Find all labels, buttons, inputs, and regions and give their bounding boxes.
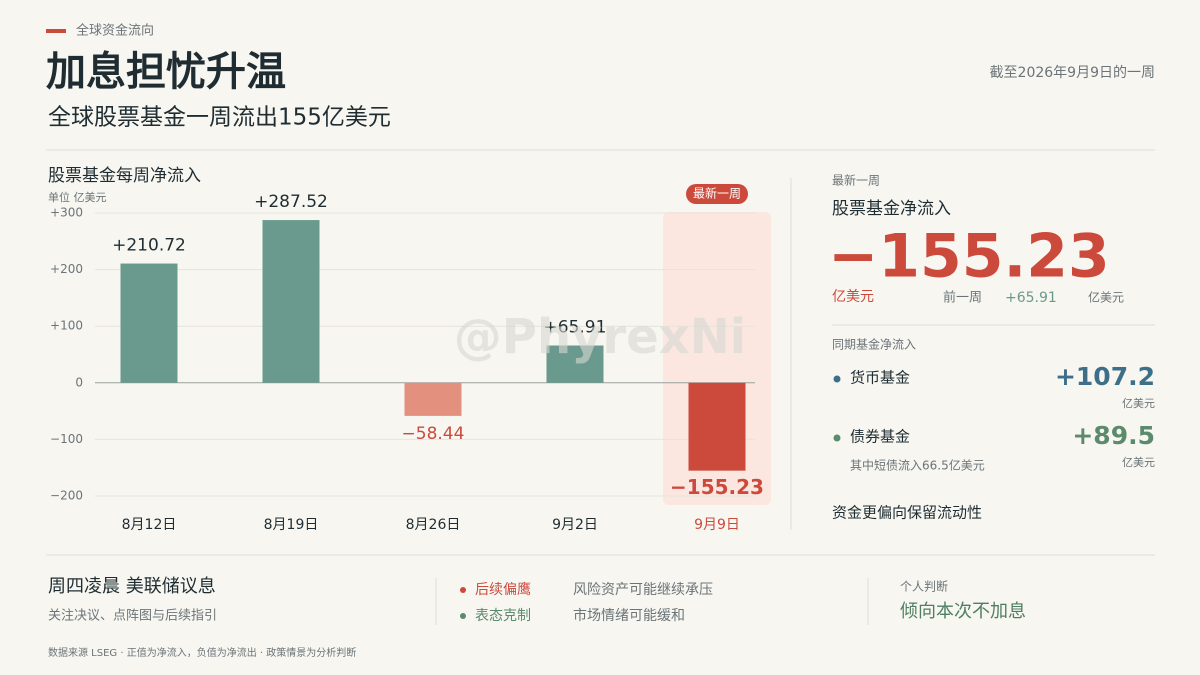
- x-tick-label: 8月26日: [406, 517, 461, 533]
- value-label: −58.44: [402, 424, 465, 444]
- scenario-text: 市场情绪可能缓和: [573, 607, 685, 624]
- judge-label: 个人判断: [900, 579, 948, 594]
- bar: [688, 382, 746, 471]
- x-tick-label: 8月12日: [122, 517, 177, 533]
- prev-label: 前一周: [943, 290, 982, 306]
- scenario-tag: 表态克制: [475, 608, 531, 624]
- panel-title: 股票基金净流入: [832, 199, 951, 219]
- y-tick-label: −100: [50, 432, 83, 446]
- bond-note: 其中短债流入66.5亿美元: [850, 458, 985, 473]
- conclusion: 资金更偏向保留流动性: [832, 504, 982, 522]
- chart: 最新一周 −200 −100 0 +100 +200 +300 8月12日 +210.72 8月1…: [50, 184, 771, 533]
- dot: [833, 434, 841, 442]
- y-tick-label: 0: [75, 375, 83, 389]
- source: 数据来源 LSEG · 正值为净流入，负值为净流出 · 政策情景为分析判断: [48, 646, 356, 659]
- money-value: +107.2: [1055, 362, 1155, 391]
- y-tick-label: +300: [50, 206, 83, 220]
- y-tick-label: +200: [50, 262, 83, 276]
- scenario-tag: 后续偏鹰: [475, 581, 531, 598]
- prev-value: +65.91: [1005, 290, 1057, 306]
- chart-title: 股票基金每周净流入: [48, 166, 201, 186]
- bond-value: +89.5: [1072, 421, 1155, 450]
- value-label: −155.23: [670, 475, 764, 499]
- bond-name: 债券基金: [850, 428, 910, 446]
- big-number: −155.23: [828, 222, 1110, 292]
- x-tick-label: 8月19日: [264, 517, 319, 533]
- title: 加息担忧升温: [46, 49, 286, 95]
- dot: [833, 375, 841, 383]
- y-tick-label: −200: [50, 489, 83, 503]
- bond-unit: 亿美元: [1122, 456, 1155, 469]
- dot: [460, 587, 466, 593]
- panel-kicker: 最新一周: [832, 173, 880, 188]
- value-label: +65.91: [544, 317, 607, 337]
- y-tick-label: +100: [50, 319, 83, 333]
- kicker: 全球资金流向: [76, 23, 154, 39]
- money-unit: 亿美元: [1122, 397, 1155, 410]
- bar: [262, 220, 320, 383]
- dot: [460, 613, 466, 619]
- kicker-dash: [46, 29, 66, 33]
- highlight-tag: 最新一周: [693, 186, 741, 201]
- highlight-tag-bg: [686, 184, 748, 204]
- prev-unit: 亿美元: [1088, 290, 1124, 305]
- peer-title: 同期基金净流入: [832, 337, 916, 352]
- scenario-text: 风险资产可能继续承压: [573, 581, 713, 598]
- big-unit: 亿美元: [832, 289, 874, 305]
- x-tick-label: 9月2日: [552, 517, 598, 533]
- money-name: 货币基金: [850, 369, 910, 387]
- x-tick-label: 9月9日: [694, 517, 740, 533]
- unit: 单位 亿美元: [48, 190, 107, 204]
- value-label: +287.52: [254, 192, 328, 212]
- subtitle: 全球股票基金一周流出155亿美元: [48, 105, 391, 131]
- bar: [546, 345, 604, 383]
- date: 截至2026年9月9日的一周: [990, 65, 1155, 81]
- event: 周四凌晨 美联储议息: [48, 576, 216, 597]
- bar: [120, 263, 178, 383]
- bar: [404, 382, 462, 416]
- value-label: +210.72: [112, 236, 186, 256]
- watermark: @PhyrexNi: [454, 309, 746, 365]
- event-note: 关注决议、点阵图与后续指引: [48, 609, 217, 624]
- judge: 倾向本次不加息: [900, 601, 1026, 622]
